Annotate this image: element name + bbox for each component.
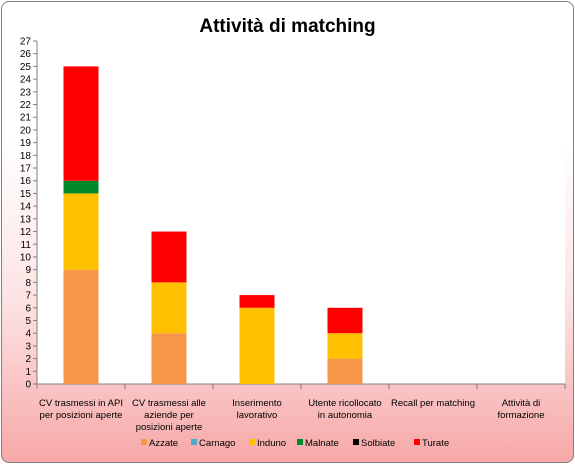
y-tick-label: 7 xyxy=(25,291,31,302)
legend-label-turate: Turate xyxy=(422,438,449,449)
chart-title: Attività di matching xyxy=(199,16,376,37)
bar-azzate xyxy=(327,358,363,384)
y-tick-label: 27 xyxy=(20,37,32,48)
legend-swatch-azzate xyxy=(141,439,147,445)
y-tick-label: 9 xyxy=(25,265,31,276)
bar-turate xyxy=(151,231,187,283)
legend-label-azzate: Azzate xyxy=(149,438,178,449)
legend-swatch-malnate xyxy=(297,439,303,445)
y-tick-label: 19 xyxy=(20,138,32,149)
plot-area xyxy=(37,41,565,384)
x-category-label: Inserimento lavorativo xyxy=(232,398,282,421)
bar-induno xyxy=(151,282,187,334)
y-tick-label: 6 xyxy=(25,303,31,314)
legend-swatch-turate xyxy=(414,439,420,445)
legend-label-induno: Induno xyxy=(257,438,286,449)
legend-label-carnago: Carnago xyxy=(199,438,235,449)
y-tick-label: 26 xyxy=(20,49,32,60)
y-tick-label: 11 xyxy=(21,240,32,251)
y-tick-label: 4 xyxy=(25,329,31,340)
y-tick-label: 25 xyxy=(20,62,32,73)
y-tick-label: 18 xyxy=(20,151,32,162)
legend-swatch-carnago xyxy=(191,439,197,445)
legend-label-solbiate: Solbiate xyxy=(361,438,395,449)
bar-turate xyxy=(63,66,99,181)
legend-swatch-induno xyxy=(249,439,255,445)
legend-swatch-solbiate xyxy=(353,439,359,445)
y-tick-label: 17 xyxy=(20,164,32,175)
y-tick-label: 10 xyxy=(20,252,32,263)
x-category-label: CV trasmessi in API per posizioni aperte xyxy=(39,398,123,421)
y-tick-label: 24 xyxy=(20,75,32,86)
y-tick-label: 2 xyxy=(25,354,31,365)
x-category-label: Recall per matching xyxy=(391,398,475,409)
bar-azzate xyxy=(63,269,99,384)
bar-induno xyxy=(239,307,275,384)
bar-induno xyxy=(327,333,363,359)
bar-malnate xyxy=(63,180,99,194)
y-tick-label: 1 xyxy=(25,367,31,378)
y-tick-label: 5 xyxy=(25,316,31,327)
y-tick-label: 13 xyxy=(20,214,32,225)
y-tick-label: 8 xyxy=(25,278,31,289)
y-tick-label: 20 xyxy=(20,125,32,136)
y-tick-label: 15 xyxy=(20,189,32,200)
x-category-label: Attività di formazione xyxy=(498,398,545,421)
legend-label-malnate: Malnate xyxy=(305,438,339,449)
y-tick-label: 21 xyxy=(20,113,32,124)
y-tick-label: 14 xyxy=(20,202,32,213)
y-tick-label: 22 xyxy=(20,100,32,111)
y-tick-label: 0 xyxy=(25,380,31,391)
y-tick-label: 3 xyxy=(25,341,31,352)
y-tick-label: 16 xyxy=(20,176,32,187)
bar-azzate xyxy=(151,333,187,384)
x-category-label: CV trasmessi alle aziende per posizioni ap… xyxy=(132,398,206,433)
x-category-label: Utente ricollocato in autonomia xyxy=(308,398,381,421)
bar-turate xyxy=(239,295,275,308)
y-tick-label: 23 xyxy=(20,87,32,98)
bar-induno xyxy=(63,193,99,270)
y-tick-label: 12 xyxy=(20,227,32,238)
bar-turate xyxy=(327,307,363,334)
